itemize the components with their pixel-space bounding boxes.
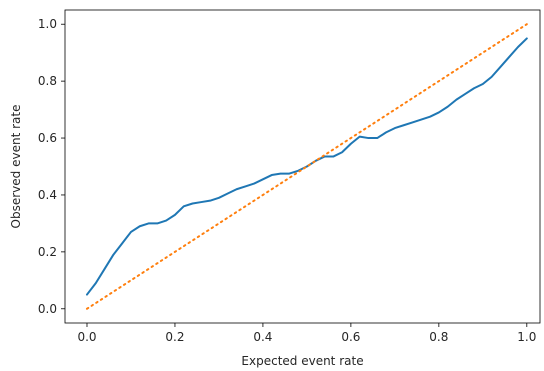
- y-tick-label: 0.0: [38, 302, 57, 316]
- axes-frame: [64, 9, 541, 324]
- y-tick-label: 1.0: [38, 17, 57, 31]
- y-axis-ticks: 0.0 0.2 0.4 0.6 0.8 1.0: [38, 17, 65, 316]
- y-tick-label: 0.4: [38, 188, 57, 202]
- reference-diagonal-line: [85, 23, 528, 310]
- x-axis-label: Expected event rate: [241, 354, 363, 368]
- x-tick-label: 0.2: [165, 330, 184, 344]
- plot-area: [85, 23, 528, 310]
- y-axis-label: Observed event rate: [9, 105, 23, 229]
- x-tick-label: 0.0: [77, 330, 96, 344]
- x-tick-label: 0.8: [429, 330, 448, 344]
- x-tick-label: 1.0: [517, 330, 536, 344]
- calibration-curve-line: [85, 37, 528, 296]
- y-tick-label: 0.2: [38, 245, 57, 259]
- x-tick-label: 0.4: [253, 330, 272, 344]
- y-tick-label: 0.6: [38, 131, 57, 145]
- x-axis-ticks: 0.0 0.2 0.4 0.6 0.8 1.0: [77, 323, 536, 344]
- x-tick-label: 0.6: [341, 330, 360, 344]
- y-tick-label: 0.8: [38, 74, 57, 88]
